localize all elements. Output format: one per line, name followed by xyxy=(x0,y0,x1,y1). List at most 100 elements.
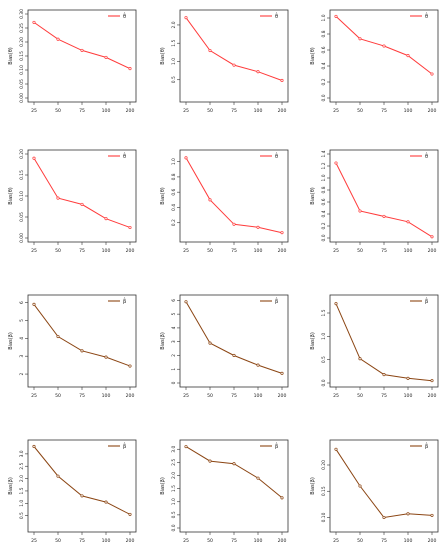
chart-panel-11: 25 50 75 100 200 0.0 0.5 1.0 1.5 2.0 2.5 3.0 Bias(β)… xyxy=(160,439,289,544)
y-axis-label: Bias(θ) xyxy=(310,187,316,204)
data-point xyxy=(32,444,36,449)
y-tick-label: 0.2 xyxy=(171,219,177,226)
y-tick-label: 4 xyxy=(171,326,177,329)
chart-panel-8: 25 50 75 100 200 0 1 2 3 4 5 6 Bias(β) β̂ xyxy=(160,294,289,399)
data-point xyxy=(128,225,132,230)
x-tick-label: 75 xyxy=(381,248,387,254)
x-tick-label: 200 xyxy=(278,393,287,399)
x-tick-label: 100 xyxy=(254,393,263,399)
x-tick-label: 50 xyxy=(207,248,213,254)
y-tick-label: 4 xyxy=(19,337,25,340)
y-axis-label: Bias(β) xyxy=(310,477,316,495)
x-tick-label: 100 xyxy=(404,248,413,254)
plot-frame xyxy=(179,439,289,533)
x-tick-label: 25 xyxy=(31,108,37,114)
data-point xyxy=(256,363,260,367)
series-line xyxy=(185,17,283,81)
data-point xyxy=(406,512,410,516)
x-tick-label: 100 xyxy=(404,538,413,544)
data-point xyxy=(382,373,386,377)
data-point xyxy=(56,196,60,200)
x-tick-label: 50 xyxy=(55,538,61,544)
data-point xyxy=(256,70,260,74)
series-line xyxy=(335,162,433,238)
y-tick-label: 0.20 xyxy=(19,149,25,159)
chart-panel-5: 25 50 75 100 200 0.2 0.4 0.6 0.8 1.0 Bias(θ) θ̂ xyxy=(160,149,289,254)
data-point xyxy=(56,474,60,478)
y-tick-label: 0.30 xyxy=(19,9,25,19)
y-tick-label: 3 xyxy=(171,340,177,343)
y-tick-label: 0.5 xyxy=(321,356,327,363)
data-point xyxy=(104,55,108,59)
x-tick-label: 50 xyxy=(357,108,363,114)
y-tick-label: 2.5 xyxy=(171,459,177,466)
y-tick-label: 5 xyxy=(171,313,177,316)
x-tick-label: 25 xyxy=(333,108,339,114)
x-tick-label: 100 xyxy=(254,538,263,544)
chart-panel-6: 25 50 75 100 200 0.0 0.2 0.4 0.6 0.8 1.0 1.2 1.4 Bias… xyxy=(310,149,439,254)
y-tick-label: 0.15 xyxy=(19,170,25,180)
x-tick-label: 25 xyxy=(333,538,339,544)
data-point xyxy=(32,302,36,306)
chart-panel-1: 25 50 75 100 200 0.00 0.05 0.10 0.15 0.20 0.25 0.30… xyxy=(8,9,137,114)
x-tick-label: 50 xyxy=(207,538,213,544)
data-point xyxy=(184,300,188,304)
x-tick-label: 75 xyxy=(231,538,237,544)
data-point xyxy=(382,214,386,218)
y-tick-label: 3.0 xyxy=(19,450,25,457)
y-axis-label: Bias(θ) xyxy=(160,187,166,204)
series-line xyxy=(33,157,131,228)
data-point xyxy=(256,476,260,480)
y-tick-label: 1.5 xyxy=(171,40,177,47)
x-tick-label: 200 xyxy=(428,538,437,544)
series-line xyxy=(335,449,433,519)
y-tick-label: 0.6 xyxy=(321,46,327,53)
x-tick-label: 25 xyxy=(183,393,189,399)
data-point xyxy=(430,379,434,383)
y-tick-label: 0.20 xyxy=(321,460,327,470)
data-point xyxy=(232,462,236,466)
x-tick-label: 100 xyxy=(102,393,111,399)
x-tick-label: 25 xyxy=(333,248,339,254)
legend-label: β̂ xyxy=(275,298,278,305)
x-tick-label: 75 xyxy=(231,108,237,114)
chart-panel-2: 25 50 75 100 200 0.5 1.0 1.5 2.0 Bias(θ) θ̂ xyxy=(160,9,289,114)
y-axis-label: Bias(θ) xyxy=(8,47,14,64)
series-line xyxy=(335,303,433,382)
data-point xyxy=(280,371,284,375)
data-point xyxy=(334,161,338,165)
x-tick-label: 25 xyxy=(31,538,37,544)
y-tick-label: 0.15 xyxy=(321,486,327,496)
y-tick-label: 1.5 xyxy=(171,485,177,492)
legend-label: β̂ xyxy=(275,443,278,450)
x-tick-label: 200 xyxy=(126,248,135,254)
y-tick-label: 6 xyxy=(171,299,177,302)
x-tick-label: 50 xyxy=(207,108,213,114)
y-tick-label: 0.25 xyxy=(19,23,25,33)
y-tick-label: 0.2 xyxy=(321,78,327,85)
y-tick-label: 2.0 xyxy=(171,21,177,28)
plot-frame xyxy=(27,294,137,388)
x-tick-label: 100 xyxy=(254,248,263,254)
data-point xyxy=(80,494,84,498)
y-tick-label: 0.8 xyxy=(171,173,177,180)
data-point xyxy=(430,72,434,76)
data-point xyxy=(406,54,410,58)
data-point xyxy=(104,355,108,359)
y-tick-label: 2.0 xyxy=(19,475,25,482)
y-tick-label: 0.20 xyxy=(19,37,25,47)
data-point xyxy=(358,37,362,41)
x-tick-label: 75 xyxy=(79,393,85,399)
x-tick-label: 200 xyxy=(126,108,135,114)
data-point xyxy=(334,14,338,18)
y-tick-label: 1.5 xyxy=(19,487,25,494)
y-axis-label: Bias(β) xyxy=(8,477,14,495)
series-line xyxy=(33,304,131,367)
y-axis-label: Bias(β) xyxy=(310,332,316,350)
y-axis-label: Bias(β) xyxy=(160,477,166,495)
legend-label: θ̂ xyxy=(425,13,428,20)
y-axis-label: Bias(β) xyxy=(8,332,14,350)
x-tick-label: 25 xyxy=(333,393,339,399)
legend-label: β̂ xyxy=(123,443,126,450)
y-tick-label: 0 xyxy=(171,381,177,384)
